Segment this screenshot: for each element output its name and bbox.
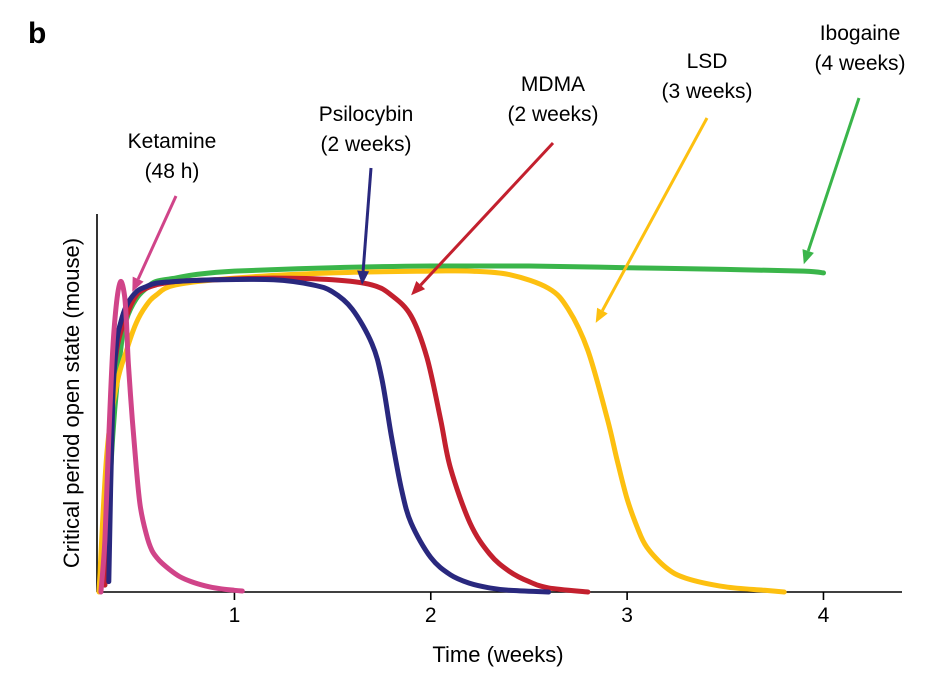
series-line-ibogaine (102, 263, 826, 588)
annotation-psilocybin-line-1: Psilocybin (319, 103, 414, 126)
annotation-lsd-line-1: LSD (687, 50, 728, 73)
annotation-psilocybin-line-2: (2 weeks) (320, 133, 411, 156)
x-axis-title: Time (weeks) (432, 642, 563, 667)
annotation-mdma-line-2: (2 weeks) (507, 103, 598, 126)
x-ticks: 1 2 3 4 (229, 592, 830, 627)
arrowhead-mdma (411, 281, 426, 296)
series-line-mdma (102, 275, 591, 595)
arrow-mdma (419, 141, 555, 287)
annotation-ketamine-line-1: Ketamine (128, 130, 217, 153)
annotation-layer: Ketamine (48 h) Psilocybin (2 weeks) MDMA (2 … (128, 22, 906, 323)
panel-label: b (28, 17, 46, 50)
arrowhead-ibogaine (802, 249, 814, 265)
arrowhead-lsd (595, 307, 608, 323)
y-axis-title: Critical period open state (mouse) (59, 238, 84, 568)
arrowhead-psilocybin (357, 270, 370, 285)
arrowhead-ketamine (132, 276, 144, 292)
arrow-ibogaine (806, 97, 861, 252)
arrow-ketamine (136, 195, 178, 280)
series-layer (96, 263, 826, 595)
series-line-psilocybin (106, 276, 552, 595)
annotation-ibogaine-line-2: (4 weeks) (814, 52, 905, 75)
annotation-lsd-line-2: (3 weeks) (661, 80, 752, 103)
series-line-ketamine (98, 278, 245, 595)
arrow-lsd (601, 117, 709, 312)
x-tick-label-2: 2 (425, 604, 437, 627)
annotation-mdma-line-1: MDMA (521, 73, 585, 96)
annotation-ketamine-line-2: (48 h) (145, 160, 200, 183)
x-tick-label-4: 4 (818, 604, 830, 627)
annotation-ibogaine-line-1: Ibogaine (820, 22, 901, 45)
series-line-lsd (96, 268, 787, 595)
x-tick-label-3: 3 (621, 604, 633, 627)
arrow-psilocybin (361, 167, 373, 272)
x-tick-label-1: 1 (229, 604, 241, 627)
